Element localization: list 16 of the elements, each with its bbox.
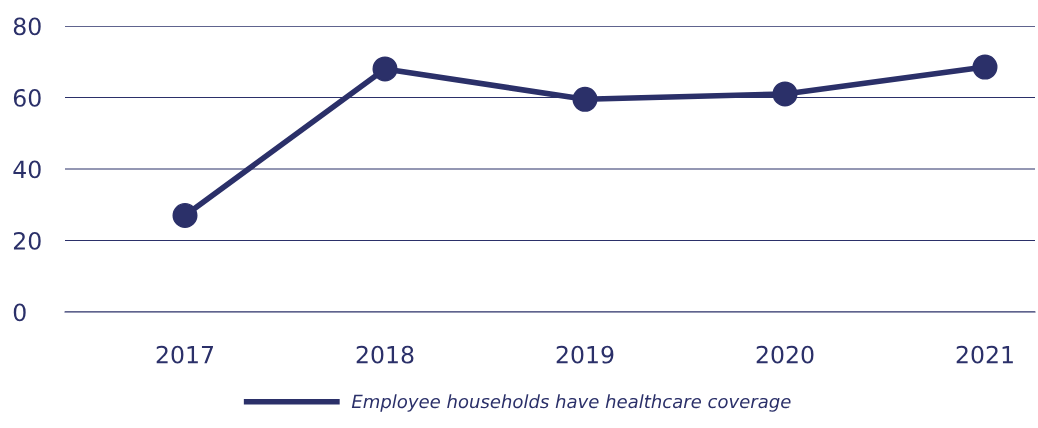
point bbox=[372, 56, 398, 82]
point bbox=[772, 81, 798, 107]
point bbox=[572, 86, 598, 112]
point bbox=[172, 202, 198, 228]
y-tick-label: 60 bbox=[13, 88, 41, 107]
x-tick-label: 2017 bbox=[156, 345, 214, 364]
x-tick-label: 2021 bbox=[956, 345, 1013, 364]
x-tick-label: 2018 bbox=[356, 345, 414, 364]
y-tick-label: 0 bbox=[13, 303, 26, 322]
point bbox=[972, 54, 998, 80]
y-tick-label: 20 bbox=[13, 231, 41, 250]
x-tick-label: 2020 bbox=[756, 345, 814, 364]
legend-label: Employee households have healthcare coverage bbox=[351, 394, 791, 412]
y-tick-label: 80 bbox=[13, 17, 41, 36]
x-tick-label: 2019 bbox=[556, 345, 614, 364]
y-tick-label: 40 bbox=[13, 160, 41, 179]
